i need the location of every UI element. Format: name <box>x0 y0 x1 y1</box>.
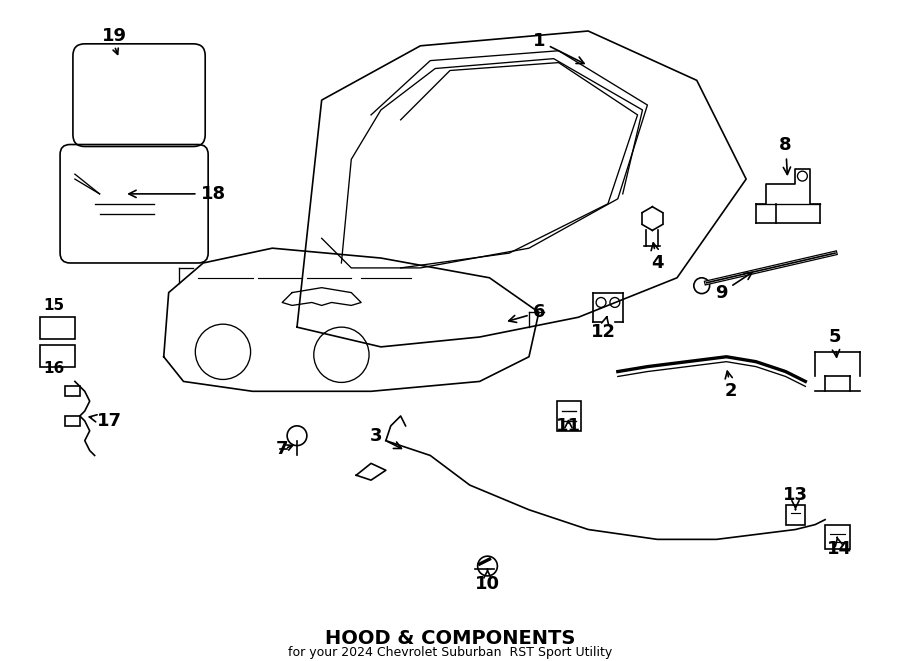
Text: 10: 10 <box>475 569 500 593</box>
Text: 17: 17 <box>89 412 122 430</box>
Text: 1: 1 <box>533 32 584 63</box>
Text: 18: 18 <box>129 185 226 203</box>
Bar <box>556 401 581 431</box>
Text: 12: 12 <box>590 317 616 341</box>
Text: for your 2024 Chevrolet Suburban  RST Sport Utility: for your 2024 Chevrolet Suburban RST Spo… <box>288 646 612 660</box>
Text: 6: 6 <box>508 303 545 323</box>
Text: 2: 2 <box>725 371 738 401</box>
Text: 5: 5 <box>829 328 842 357</box>
Text: 3: 3 <box>370 427 401 448</box>
Text: 13: 13 <box>783 486 808 510</box>
Bar <box>825 525 850 549</box>
Text: 14: 14 <box>827 537 852 559</box>
Text: 19: 19 <box>102 27 127 45</box>
Text: 15: 15 <box>43 298 65 313</box>
Text: 7: 7 <box>276 440 288 457</box>
Bar <box>65 416 80 426</box>
Text: 4: 4 <box>651 243 663 272</box>
Text: 8: 8 <box>779 136 792 175</box>
Text: 9: 9 <box>716 272 752 301</box>
Text: 11: 11 <box>556 417 581 435</box>
Bar <box>786 505 806 525</box>
Bar <box>40 345 75 367</box>
Bar <box>65 387 80 396</box>
Text: HOOD & COMPONENTS: HOOD & COMPONENTS <box>325 629 575 648</box>
Text: 16: 16 <box>43 360 65 375</box>
Bar <box>40 317 75 339</box>
